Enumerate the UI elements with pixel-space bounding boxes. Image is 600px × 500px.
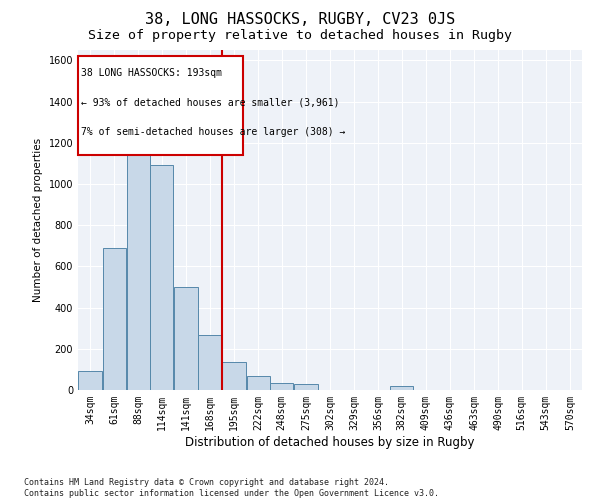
Text: Size of property relative to detached houses in Rugby: Size of property relative to detached ho… bbox=[88, 28, 512, 42]
Bar bbox=[79, 372, 102, 390]
Bar bbox=[223, 362, 246, 390]
Text: 38 LONG HASSOCKS: 193sqm: 38 LONG HASSOCKS: 193sqm bbox=[81, 68, 222, 78]
FancyBboxPatch shape bbox=[79, 56, 242, 155]
Bar bbox=[103, 248, 126, 390]
Text: ← 93% of detached houses are smaller (3,961): ← 93% of detached houses are smaller (3,… bbox=[81, 98, 340, 108]
Bar bbox=[390, 386, 413, 390]
Bar bbox=[294, 384, 317, 390]
Y-axis label: Number of detached properties: Number of detached properties bbox=[33, 138, 43, 302]
Bar bbox=[270, 383, 293, 390]
Text: Contains HM Land Registry data © Crown copyright and database right 2024.
Contai: Contains HM Land Registry data © Crown c… bbox=[24, 478, 439, 498]
X-axis label: Distribution of detached houses by size in Rugby: Distribution of detached houses by size … bbox=[185, 436, 475, 448]
Bar bbox=[199, 336, 222, 390]
Bar bbox=[127, 116, 150, 390]
Bar bbox=[150, 166, 173, 390]
Bar bbox=[247, 376, 270, 390]
Text: 38, LONG HASSOCKS, RUGBY, CV23 0JS: 38, LONG HASSOCKS, RUGBY, CV23 0JS bbox=[145, 12, 455, 26]
Text: 7% of semi-detached houses are larger (308) →: 7% of semi-detached houses are larger (3… bbox=[81, 128, 346, 138]
Bar bbox=[174, 287, 197, 390]
